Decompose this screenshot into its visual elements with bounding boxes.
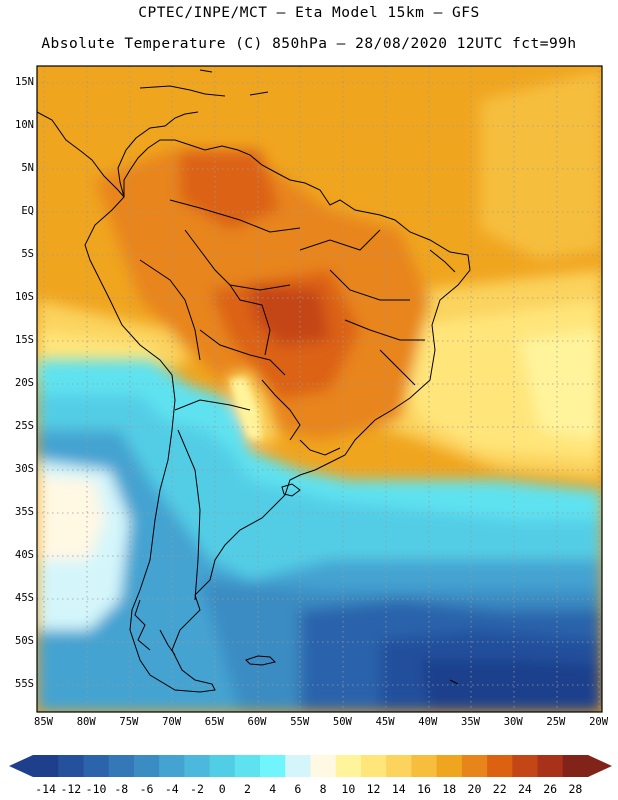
lon-label: 85W: [34, 716, 53, 728]
lat-label: 15S: [15, 334, 34, 346]
colorbar-label: 12: [366, 782, 381, 796]
colorbar-label: 4: [269, 782, 277, 796]
colorbar-swatch: [209, 755, 236, 777]
lat-label: 5N: [21, 162, 34, 174]
lon-label: 60W: [247, 716, 267, 728]
lat-label: EQ: [21, 205, 34, 217]
colorbar-swatch: [411, 755, 438, 777]
colorbar-label: 14: [391, 782, 406, 796]
colorbar-swatch: [33, 755, 59, 777]
map-frame: [36, 65, 603, 713]
lat-label: 10S: [15, 291, 34, 303]
lon-label: 55W: [290, 716, 310, 728]
colorbar-label: 10: [341, 782, 356, 796]
colorbar-swatch: [360, 755, 387, 777]
colorbar-label: -4: [164, 782, 179, 796]
colorbar-label: 26: [543, 782, 558, 796]
colorbar-swatch: [234, 755, 261, 777]
colorbar-label: 8: [319, 782, 327, 796]
lat-label: 20S: [15, 377, 34, 389]
lon-label: 40W: [418, 716, 438, 728]
colorbar-swatch: [386, 755, 412, 777]
colorbar-label: -12: [60, 782, 82, 796]
colorbar-swatch: [461, 755, 488, 777]
colorbar: [9, 755, 612, 777]
colorbar-label: 22: [492, 782, 507, 796]
lon-label: 80W: [76, 716, 96, 728]
lon-label: 70W: [162, 716, 182, 728]
lon-label: 20W: [589, 716, 609, 728]
colorbar-swatch: [159, 755, 185, 777]
lat-label: 35S: [15, 506, 34, 518]
colorbar-swatch: [562, 755, 589, 777]
lon-label: 45W: [375, 716, 395, 728]
lat-label: 30S: [15, 463, 34, 475]
colorbar-arrow-high: [588, 755, 612, 777]
colorbar-label: 16: [417, 782, 431, 796]
colorbar-swatch: [436, 755, 463, 777]
lon-label: 25W: [546, 716, 566, 728]
map-title: CPTEC/INPE/MCT – Eta Model 15km – GFS: [138, 5, 480, 21]
colorbar-swatch: [537, 755, 564, 777]
colorbar-swatch: [133, 755, 160, 777]
colorbar-label: 18: [442, 782, 457, 796]
lon-label: 65W: [204, 716, 224, 728]
colorbar-swatch: [83, 755, 110, 777]
colorbar-label: -14: [35, 782, 56, 796]
lat-label: 40S: [15, 549, 34, 561]
temperature-field: [37, 66, 602, 712]
colorbar-swatch: [310, 755, 337, 777]
colorbar-label: 24: [517, 782, 532, 796]
colorbar-label: 28: [568, 782, 583, 796]
lon-label: 50W: [332, 716, 352, 728]
lat-label: 50S: [15, 635, 34, 647]
lat-label: 55S: [15, 678, 34, 690]
colorbar-label: 0: [218, 782, 226, 796]
colorbar-swatch: [108, 755, 135, 777]
colorbar-swatch: [285, 755, 311, 777]
colorbar-swatch: [58, 755, 84, 777]
lon-label: 35W: [461, 716, 480, 728]
colorbar-label: -8: [114, 782, 129, 796]
lat-label: 25S: [15, 420, 34, 432]
colorbar-label: -6: [139, 782, 154, 796]
colorbar-label: -2: [190, 782, 204, 796]
colorbar-arrow-low: [9, 755, 33, 777]
colorbar-swatch: [487, 755, 513, 777]
colorbar-swatch: [260, 755, 286, 777]
lat-lon-grid: [37, 66, 602, 712]
colorbar-label: 2: [243, 782, 251, 796]
lat-label: 15N: [15, 76, 34, 88]
lat-label: 10N: [15, 119, 34, 131]
map-subtitle: Absolute Temperature (C) 850hPa – 28/08/…: [41, 36, 577, 52]
coastlines: [37, 69, 471, 693]
colorbar-label: 20: [467, 782, 482, 796]
colorbar-label: -10: [85, 782, 107, 796]
colorbar-label: 6: [294, 782, 302, 796]
lon-label: 75W: [119, 716, 139, 728]
lat-label: 5S: [21, 248, 34, 260]
colorbar-swatch: [512, 755, 539, 777]
lat-label: 45S: [15, 592, 34, 604]
colorbar-swatch: [184, 755, 211, 777]
lon-label: 30W: [503, 716, 523, 728]
colorbar-swatch: [335, 755, 362, 777]
